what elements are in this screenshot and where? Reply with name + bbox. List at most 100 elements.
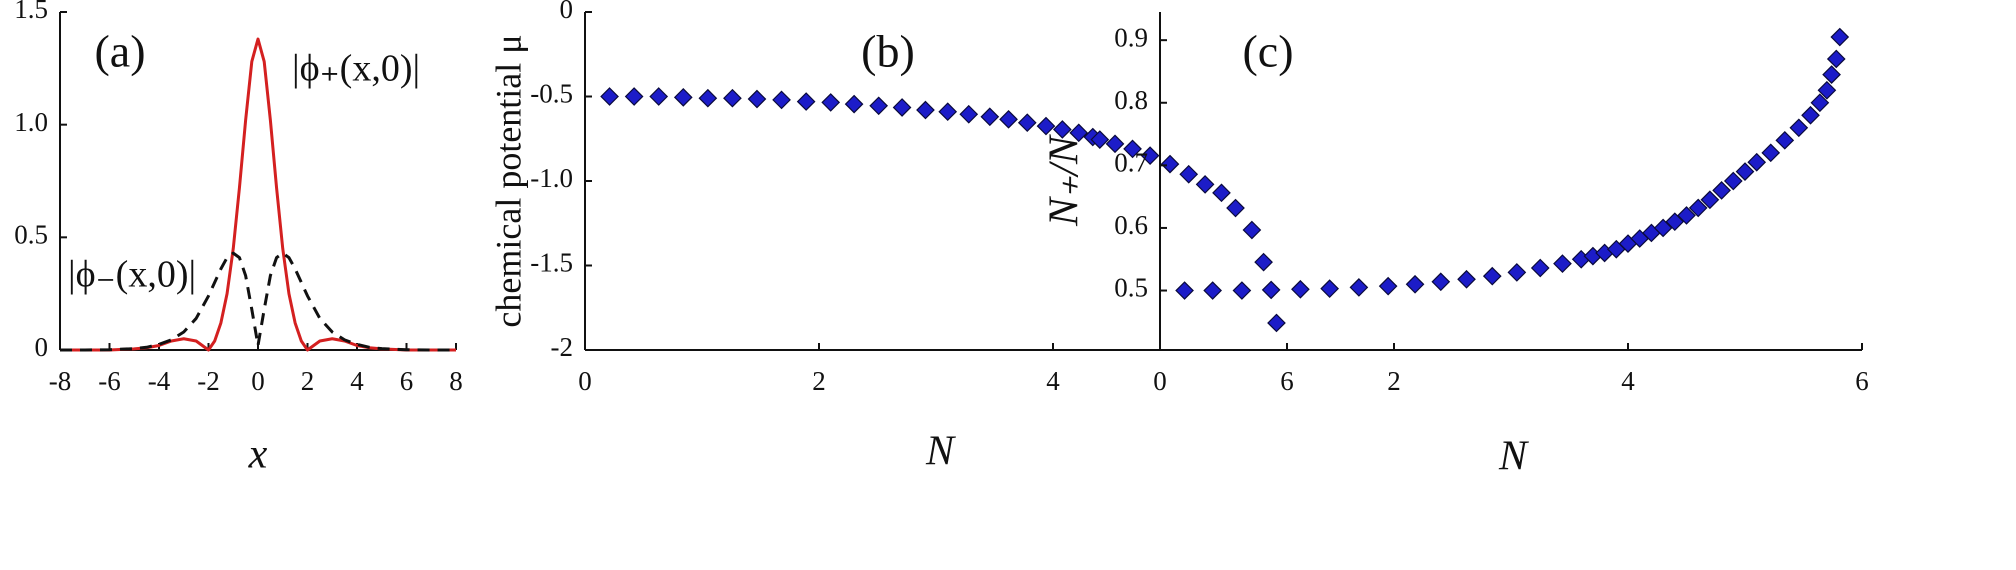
y-axis-label: N₊/N bbox=[1042, 134, 1088, 227]
x-tick-label: 4 bbox=[1621, 366, 1635, 396]
data-point bbox=[1507, 263, 1527, 282]
data-point bbox=[1723, 171, 1743, 191]
data-point bbox=[1775, 130, 1795, 150]
y-tick-label: 0.7 bbox=[1114, 148, 1148, 178]
y-tick-label: -0.5 bbox=[530, 79, 573, 109]
data-point bbox=[624, 87, 644, 106]
x-tick-label: 4 bbox=[350, 366, 364, 396]
data-point bbox=[1830, 27, 1850, 47]
y-axis-label: chemical potential μ bbox=[488, 34, 528, 327]
data-point bbox=[844, 94, 864, 114]
data-point bbox=[1553, 254, 1572, 273]
data-point bbox=[1700, 190, 1720, 210]
data-point bbox=[1810, 93, 1830, 113]
data-point bbox=[1789, 118, 1809, 138]
data-point bbox=[1747, 152, 1767, 172]
data-point bbox=[723, 88, 742, 108]
x-tick-label: -2 bbox=[197, 366, 220, 396]
data-point bbox=[869, 96, 889, 116]
data-point bbox=[1826, 49, 1846, 69]
data-point bbox=[1482, 266, 1502, 286]
data-point bbox=[1123, 139, 1142, 159]
x-tick-label: 0 bbox=[1153, 366, 1167, 396]
x-tick-label: 0 bbox=[251, 366, 265, 396]
data-point bbox=[1530, 258, 1550, 278]
data-point bbox=[1653, 218, 1673, 238]
data-point bbox=[1677, 206, 1696, 225]
x-tick-label: 6 bbox=[1855, 366, 1869, 396]
data-point bbox=[1457, 269, 1476, 289]
x-tick-label: 0 bbox=[578, 366, 592, 396]
data-point bbox=[1735, 162, 1755, 181]
x-tick-label: 4 bbox=[1046, 366, 1060, 396]
x-tick-label: 6 bbox=[1280, 366, 1294, 396]
x-axis-label: N bbox=[925, 429, 956, 475]
x-tick-label: 2 bbox=[1387, 366, 1401, 396]
data-point bbox=[747, 89, 767, 109]
x-tick-label: 2 bbox=[812, 366, 826, 396]
data-point bbox=[892, 98, 912, 117]
data-point bbox=[1712, 181, 1731, 200]
x-tick-label: 6 bbox=[400, 366, 414, 396]
data-point bbox=[1801, 105, 1820, 125]
data-point bbox=[649, 87, 669, 106]
data-point bbox=[938, 102, 958, 122]
data-point bbox=[796, 92, 816, 111]
data-point bbox=[600, 87, 619, 106]
data-point bbox=[1212, 183, 1231, 203]
data-point bbox=[821, 93, 841, 112]
x-tick-label: -6 bbox=[98, 366, 121, 396]
data-point bbox=[1195, 175, 1215, 194]
data-point bbox=[1175, 281, 1194, 300]
data-point bbox=[1017, 113, 1037, 133]
data-point bbox=[1822, 65, 1841, 84]
x-axis-label: N bbox=[1498, 434, 1529, 480]
y-tick-label: 1.5 bbox=[14, 0, 48, 24]
y-tick-label: 0.9 bbox=[1114, 22, 1148, 52]
data-point bbox=[1688, 198, 1708, 218]
y-tick-label: -1.0 bbox=[530, 163, 573, 193]
data-point bbox=[1761, 143, 1781, 163]
x-tick-label: -4 bbox=[148, 366, 171, 396]
data-point bbox=[673, 87, 693, 107]
data-point bbox=[1069, 123, 1089, 143]
data-point bbox=[772, 90, 791, 110]
y-tick-label: 0 bbox=[35, 332, 49, 362]
y-tick-label: -2 bbox=[551, 332, 574, 362]
data-point bbox=[1203, 281, 1222, 300]
curve bbox=[60, 251, 456, 352]
y-tick-label: 1.0 bbox=[14, 107, 48, 137]
x-tick-label: -8 bbox=[49, 366, 72, 396]
x-tick-label: 2 bbox=[301, 366, 315, 396]
data-point bbox=[1378, 276, 1398, 296]
data-point bbox=[1817, 80, 1837, 100]
data-point bbox=[1053, 120, 1072, 139]
data-point bbox=[1261, 280, 1281, 300]
y-tick-label: 0.5 bbox=[14, 220, 48, 250]
data-point bbox=[959, 104, 979, 124]
x-tick-label: 8 bbox=[449, 366, 463, 396]
data-point bbox=[1291, 279, 1310, 299]
data-point bbox=[1179, 164, 1199, 184]
data-point bbox=[1036, 116, 1056, 136]
data-point bbox=[1140, 146, 1160, 165]
data-point bbox=[1254, 252, 1273, 272]
x-axis-label: x bbox=[248, 432, 268, 478]
data-point bbox=[1405, 274, 1425, 294]
y-tick-label: 0 bbox=[560, 0, 574, 24]
data-point bbox=[1160, 154, 1180, 174]
data-point bbox=[1090, 130, 1110, 149]
y-tick-label: -1.5 bbox=[530, 248, 573, 278]
y-tick-label: 0.6 bbox=[1114, 210, 1148, 240]
data-point bbox=[1226, 198, 1245, 218]
data-point bbox=[1665, 212, 1685, 232]
panel-label: (a) bbox=[94, 26, 145, 77]
data-point bbox=[1232, 281, 1252, 300]
data-point bbox=[1105, 134, 1125, 154]
y-tick-label: 0.8 bbox=[1114, 85, 1148, 115]
data-point bbox=[916, 100, 935, 120]
curve-label: |ϕ₋(x,0)| bbox=[68, 254, 196, 296]
data-point bbox=[1349, 278, 1369, 297]
data-point bbox=[1267, 313, 1286, 333]
curve-label: |ϕ₊(x,0)| bbox=[292, 48, 420, 90]
